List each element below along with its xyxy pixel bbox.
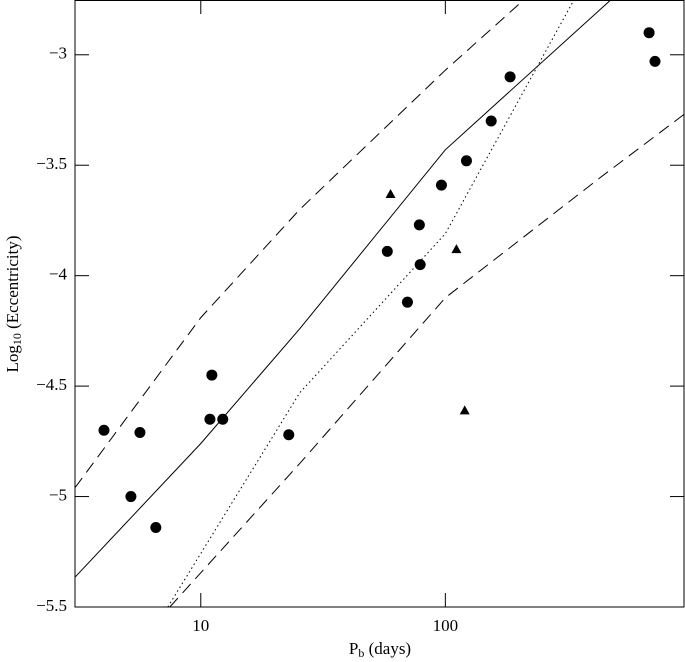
circle-point — [414, 259, 426, 271]
y-tick-label: −4.5 — [36, 375, 67, 394]
circle-point — [150, 521, 162, 533]
x-label-main: P — [349, 639, 358, 658]
model-curve — [169, 114, 684, 607]
model-curve — [167, 0, 575, 607]
circle-point — [381, 245, 393, 257]
circle-point — [283, 429, 295, 441]
circle-point — [401, 296, 413, 308]
circle-point — [98, 424, 110, 436]
circle-point — [206, 369, 218, 381]
circle-point — [435, 179, 447, 191]
triangle-point — [385, 188, 396, 198]
x-axis-label: Pb (days) — [349, 639, 411, 660]
y-label-main: Log — [3, 345, 22, 373]
circle-point — [125, 491, 137, 503]
circle-point — [485, 115, 497, 127]
circle-point — [649, 55, 661, 67]
circle-point — [643, 27, 655, 39]
model-curve — [75, 0, 525, 488]
y-axis-label: Log10 (Eccentricity) — [3, 235, 24, 372]
y-label-sub: 10 — [10, 333, 24, 345]
circle-point — [134, 426, 146, 438]
x-tick-label: 10 — [192, 616, 209, 635]
x-tick-label: 100 — [433, 616, 459, 635]
circle-point — [460, 155, 472, 167]
triangle-point — [459, 405, 470, 415]
y-tick-label: −5.5 — [36, 596, 67, 615]
circle-point — [204, 413, 216, 425]
plot-area — [75, 0, 684, 607]
x-label-rest: (days) — [364, 639, 411, 658]
plot-frame — [74, 0, 685, 608]
circle-point — [504, 71, 516, 83]
circle-point — [217, 413, 229, 425]
x-label-sub: b — [358, 646, 364, 660]
circle-point — [413, 219, 425, 231]
model-curve — [75, 0, 612, 578]
y-tick-label: −4 — [49, 265, 68, 284]
y-tick-label: −5 — [49, 485, 67, 504]
triangle-point — [451, 244, 462, 254]
y-label-rest: (Eccentricity) — [3, 235, 22, 333]
y-tick-label: −3 — [49, 44, 67, 63]
y-tick-label: −3.5 — [36, 154, 67, 173]
